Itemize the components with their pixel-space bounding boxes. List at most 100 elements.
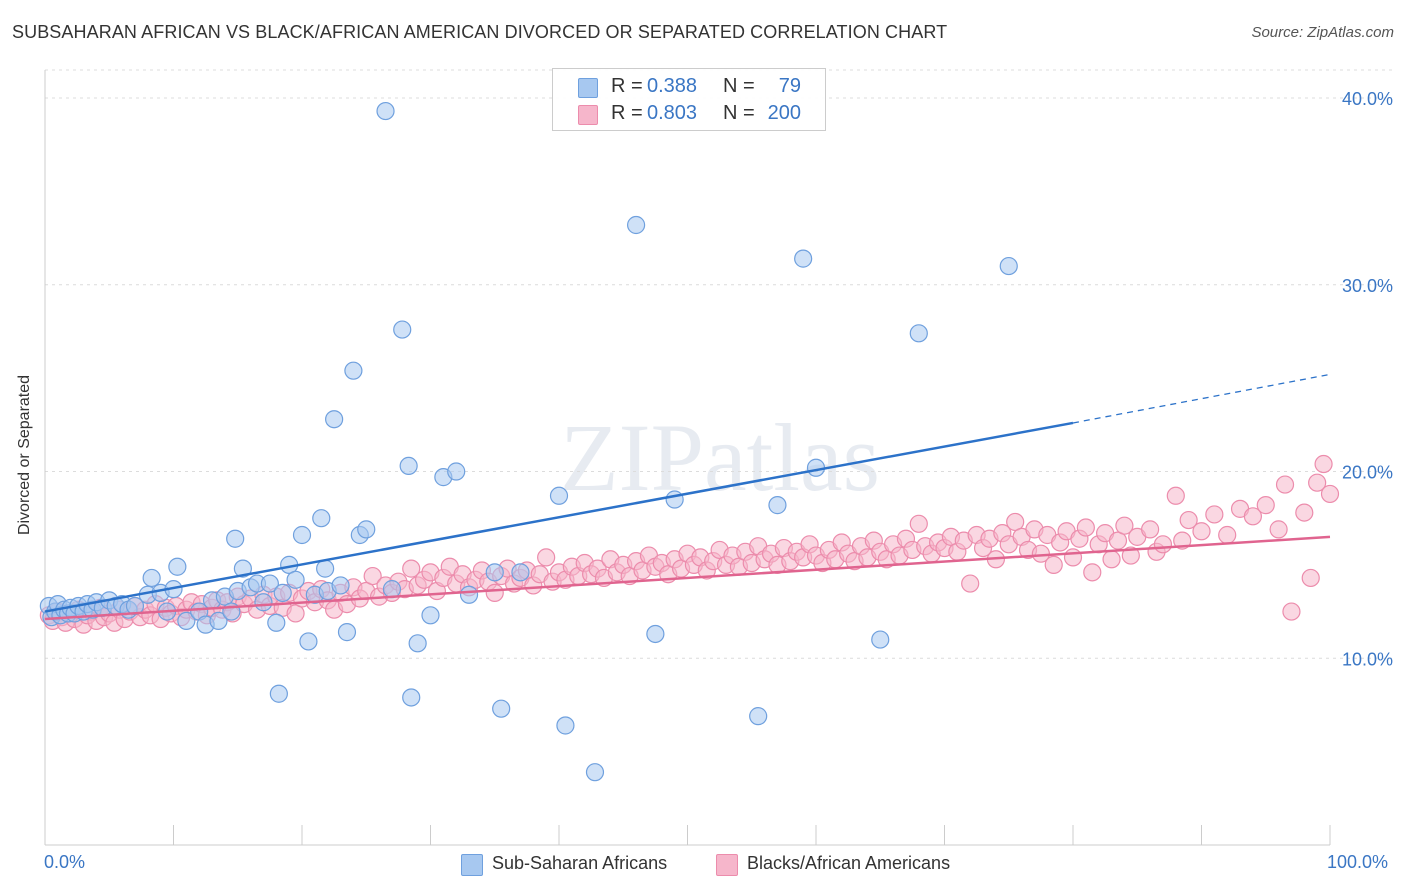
blue-trend-line (44, 421, 1074, 613)
bottom-legend-swatch-pink (716, 854, 738, 876)
chart-title: SUBSAHARAN AFRICAN VS BLACK/AFRICAN AMER… (12, 22, 948, 42)
blue-data-point (585, 763, 605, 782)
legend-r-value: 0.803 (647, 102, 698, 124)
blue-data-point (168, 557, 187, 576)
blue-data-point (376, 101, 395, 121)
blue-data-point (421, 606, 440, 625)
y-tick-label: 20.0% (1342, 463, 1393, 483)
blue-data-point (292, 525, 312, 545)
blue-data-point (492, 699, 511, 718)
y-tick-labels: 10.0% 20.0% 30.0% 40.0% (1342, 89, 1393, 669)
blue-data-point (999, 256, 1018, 276)
blue-trend-extension (1072, 373, 1331, 424)
pink-data-point (1269, 520, 1288, 539)
x-tick-label-max: 100.0% (1327, 852, 1389, 872)
bottom-legend-label: Blacks/African Americans (747, 853, 951, 873)
pink-data-point (1192, 522, 1211, 541)
blue-data-point (325, 410, 344, 429)
blue-data-point (299, 632, 318, 651)
pink-data-point (1063, 548, 1083, 567)
blue-data-point (267, 613, 286, 632)
blue-data-point (260, 574, 279, 593)
blue-data-point (871, 630, 890, 649)
legend-r-value: 0.388 (647, 75, 698, 97)
watermark: ZIPatlas (560, 404, 880, 511)
x-tick-label-min: 0.0% (44, 852, 86, 872)
blue-data-point (459, 585, 479, 604)
pink-data-point (363, 566, 382, 586)
legend-r-label: R = (611, 75, 643, 97)
blue-data-point (269, 684, 288, 703)
pink-data-point (1320, 484, 1340, 504)
blue-data-point (511, 563, 530, 582)
y-tick-label: 10.0% (1342, 649, 1393, 669)
blue-data-point (646, 624, 665, 644)
blue-data-point (233, 559, 252, 578)
pink-data-point (1205, 505, 1224, 524)
bottom-legend-label: Sub-Saharan Africans (492, 853, 668, 873)
blue-data-point (337, 623, 357, 642)
blue-data-point (177, 611, 196, 631)
pink-data-point (1115, 516, 1134, 535)
pink-data-point (1179, 510, 1198, 530)
pink-data-point (402, 559, 421, 578)
pink-data-point (1275, 475, 1295, 494)
pink-data-point (1083, 563, 1102, 582)
blue-data-point (556, 716, 575, 735)
blue-data-point (357, 520, 376, 539)
bottom-legend-swatch-blue (461, 854, 483, 876)
blue-data-point (626, 215, 646, 235)
blue-data-point (665, 490, 684, 509)
blue-data-point (794, 249, 813, 268)
pink-data-point (1243, 507, 1263, 526)
legend-n-value: 200 (767, 102, 801, 124)
legend-n-value: 79 (778, 75, 801, 97)
blue-data-point (142, 568, 161, 588)
pink-data-point (1308, 473, 1327, 492)
blue-data-point (209, 611, 228, 631)
pink-data-point (537, 548, 556, 567)
blue-data-point (254, 593, 273, 612)
blue-data-point (331, 576, 350, 595)
legend-n-label: N = (723, 75, 755, 97)
legend-swatch-blue (578, 78, 598, 98)
blue-data-point (226, 529, 245, 548)
trend-lines (44, 373, 1331, 621)
pink-data-point (1314, 454, 1333, 474)
blue-data-point (312, 509, 331, 528)
pink-data-point (1153, 535, 1173, 554)
pink-data-point (1295, 503, 1314, 522)
blue-data-point (286, 570, 305, 589)
pink-data-point (1121, 546, 1140, 565)
blue-data-point (749, 707, 768, 726)
blue-data-point (273, 583, 292, 602)
pink-data-point (1140, 520, 1160, 539)
legend-swatch-pink (578, 105, 598, 125)
pink-data-point (1166, 486, 1185, 505)
y-tick-label: 40.0% (1342, 89, 1393, 109)
pink-trend-line (44, 535, 1331, 621)
legend-n-label: N = (723, 102, 755, 124)
blue-data-point (393, 320, 412, 339)
pink-data-point (485, 583, 504, 602)
blue-data-point (402, 688, 421, 707)
y-tick-label: 30.0% (1342, 276, 1393, 296)
legend-r-label: R = (611, 102, 643, 124)
pink-data-point (909, 514, 928, 533)
blue-data-point (485, 563, 504, 582)
correlation-legend: R = 0.388 N = 79 R = 0.803 N = 200 (552, 68, 826, 131)
pink-data-point (1102, 550, 1121, 569)
pink-data-point (1301, 568, 1320, 588)
axes (44, 70, 1331, 846)
blue-data-point (447, 462, 466, 481)
pink-data-point (1282, 602, 1301, 621)
pink-data-point (961, 574, 980, 593)
pink-data-point (1076, 518, 1095, 537)
blue-data-point (382, 580, 402, 599)
blue-data-point (408, 634, 427, 653)
blue-data-point (344, 361, 363, 380)
source-credit: Source: ZipAtlas.com (1251, 24, 1394, 41)
blue-data-point (549, 486, 569, 505)
blue-data-point (768, 496, 787, 515)
